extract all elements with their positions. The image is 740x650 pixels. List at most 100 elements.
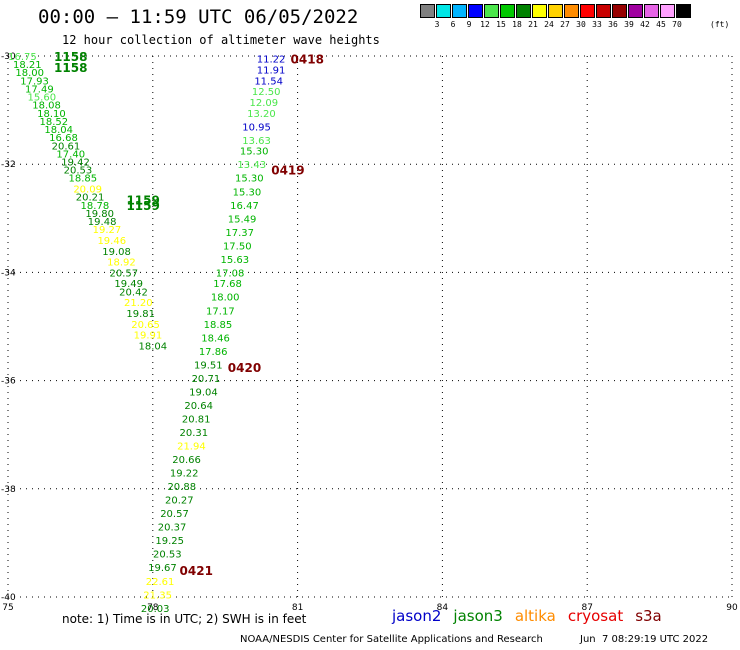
legend-label: 15: [496, 20, 506, 29]
wave-height-value: 15.30: [235, 174, 264, 185]
legend-color-box: [564, 4, 579, 18]
legend-label: 33: [592, 20, 602, 29]
legend-color-box: [436, 4, 451, 18]
wave-height-value: 19.42: [61, 157, 90, 168]
wave-height-value: 15.60: [27, 93, 56, 104]
legend-color-box: [596, 4, 611, 18]
credit-text: NOAA/NESDIS Center for Satellite Applica…: [240, 634, 543, 645]
wave-height-value: 18.04: [44, 125, 73, 136]
pass-time-label: 0418: [291, 53, 324, 67]
wave-height-value: 20.57: [160, 509, 189, 520]
lat-tick-label: -32: [1, 160, 16, 170]
legend-color-box: [532, 4, 547, 18]
note-text: note: 1) Time is in UTC; 2) SWH is in fe…: [62, 612, 307, 626]
wave-height-value: 19.08: [102, 247, 131, 258]
legend-color-box: [676, 4, 691, 18]
legend-color-box: [612, 4, 627, 18]
pass-time-label: 0421: [180, 564, 213, 578]
legend-label: 6: [450, 20, 456, 29]
legend-label: 3: [434, 20, 440, 29]
wave-height-value: 20.09: [73, 185, 102, 196]
legend-label: 70: [672, 20, 682, 29]
pass-time-label: 1158: [54, 50, 87, 64]
wave-height-value: 18.21: [13, 60, 42, 71]
wave-height-value: 19.25: [155, 536, 184, 547]
legend-label: 45: [656, 20, 666, 29]
wave-height-value: 22.61: [146, 577, 175, 588]
wave-height-value: 17.86: [199, 347, 228, 358]
wave-height-value: 17.17: [206, 306, 235, 317]
wave-height-value: 15.49: [228, 214, 257, 225]
wave-height-value: 19.81: [126, 309, 155, 320]
wave-height-value: 17.37: [225, 228, 254, 239]
wave-height-value: 17.68: [213, 279, 242, 290]
legend-color-boxes: [420, 4, 692, 18]
wave-height-value: 19.49: [114, 279, 143, 290]
lon-tick-label: 84: [437, 603, 449, 613]
wave-height-value: 18.00: [211, 293, 240, 304]
wave-height-value: 18.52: [40, 117, 69, 128]
map-subtitle: 12 hour collection of altimeter wave hei…: [62, 33, 380, 47]
wave-height-value: 11.22: [257, 55, 286, 66]
lat-tick-label: -30: [1, 52, 16, 62]
legend-label: 36: [608, 20, 618, 29]
legend-color-box: [516, 4, 531, 18]
wave-height-value: 20.27: [165, 496, 194, 507]
lat-tick-label: -40: [1, 593, 16, 603]
wave-height-value: 20.71: [192, 374, 221, 385]
satellite-altika: altika: [514, 607, 556, 625]
wave-height-value: 18.00: [15, 68, 44, 79]
satellite-jason2: jason2: [392, 607, 442, 625]
wave-height-value: 17.40: [56, 149, 85, 160]
legend-label: 30: [576, 20, 586, 29]
lat-tick-label: -36: [1, 377, 16, 387]
legend-color-box: [420, 4, 435, 18]
wave-height-value: 16.47: [230, 201, 259, 212]
lon-tick-label: 75: [2, 603, 13, 613]
satellite-legend: jason2 jason3 altika cryosat s3a: [392, 607, 674, 625]
legend-unit: (ft): [710, 20, 730, 29]
lat-tick-label: -38: [1, 485, 16, 495]
legend-label: 39: [624, 20, 634, 29]
legend-color-box: [628, 4, 643, 18]
wave-height-value: 16.68: [49, 133, 78, 144]
lon-tick-label: 81: [292, 603, 303, 613]
satellite-jason3: jason3: [453, 607, 503, 625]
wave-height-value: 19.91: [134, 331, 163, 342]
wave-height-value: 19.51: [194, 360, 223, 371]
wave-height-value: 20.03: [141, 604, 170, 615]
wave-height-value: 10.95: [242, 122, 271, 133]
lat-tick-label: -34: [1, 268, 16, 278]
wave-height-value: 20.81: [182, 414, 211, 425]
timestamp-text: Jun 7 08:29:19 UTC 2022: [580, 634, 709, 645]
legend-color-box: [468, 4, 483, 18]
wave-height-value: 13.20: [247, 109, 276, 120]
wave-height-value: 12.50: [252, 87, 281, 98]
wave-height-value: 18.08: [32, 101, 61, 112]
lon-tick-label: 87: [581, 603, 592, 613]
legend-color-box: [580, 4, 595, 18]
legend-label: 21: [528, 20, 538, 29]
wave-height-value: 13.43: [237, 160, 266, 171]
wave-height-value: 17.49: [25, 84, 54, 95]
wave-height-value: 20.37: [158, 523, 187, 534]
wave-height-value: 19.48: [88, 217, 117, 228]
wave-height-value: 18.85: [68, 174, 97, 185]
lon-tick-label: 78: [147, 603, 159, 613]
wave-height-value: 20.61: [52, 141, 81, 152]
wave-height-value: 21.20: [124, 298, 153, 309]
wave-height-value: 19.46: [97, 236, 126, 247]
satellite-s3a: s3a: [635, 607, 662, 625]
wave-height-value: 19.04: [189, 387, 218, 398]
legend-label: 42: [640, 20, 650, 29]
legend-color-box: [660, 4, 675, 18]
wave-height-value: 20.53: [64, 166, 93, 177]
wave-height-value: 11.54: [254, 76, 283, 87]
legend-label: 24: [544, 20, 554, 29]
wave-height-value: 20.21: [76, 193, 105, 204]
wave-height-value: 20.57: [110, 268, 139, 279]
legend-color-box: [484, 4, 499, 18]
wave-height-value: 20.64: [184, 401, 213, 412]
lon-tick-label: 90: [726, 603, 738, 613]
wave-height-value: 19.80: [85, 209, 114, 220]
